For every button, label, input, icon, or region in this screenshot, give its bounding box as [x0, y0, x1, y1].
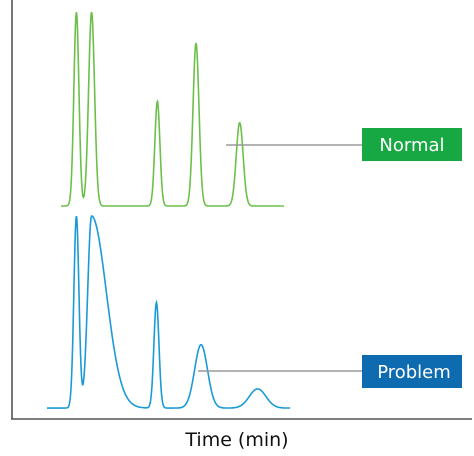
trace-normal [61, 11, 284, 207]
legend-label-problem: Problem [377, 362, 451, 383]
legend-problem: Problem [362, 355, 462, 388]
legend-label-normal: Normal [379, 135, 444, 156]
x-axis-label: Time (min) [184, 429, 288, 451]
legend-normal: Normal [362, 128, 462, 161]
legend-badge-normal [362, 128, 462, 161]
legend-badge-problem [362, 355, 462, 388]
trace-problem [47, 215, 291, 409]
